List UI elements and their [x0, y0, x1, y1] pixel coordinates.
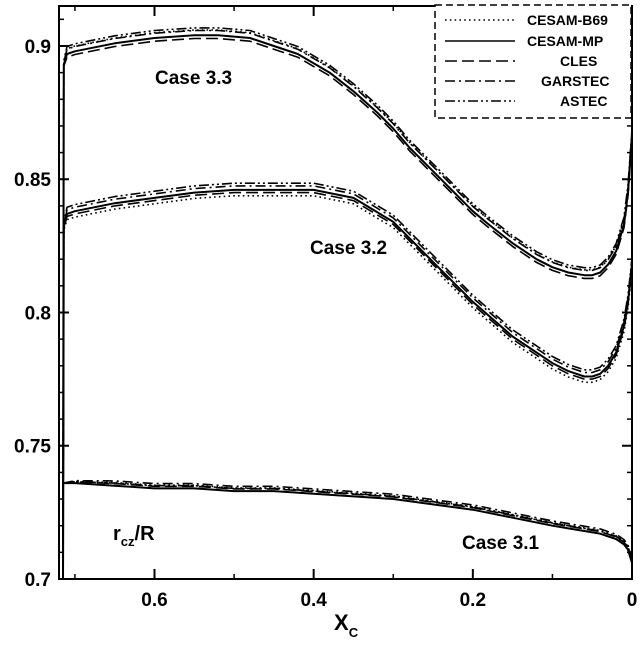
case-3-1-label: Case 3.1: [462, 533, 540, 554]
series-line-cesam-mp-case-3: [63, 482, 633, 564]
series-line-garstec-case-1: [62, 29, 633, 580]
x-axis-label: XC: [334, 610, 359, 640]
y-tick-label: 0.8: [25, 303, 51, 324]
x-tick-label: 0.6: [141, 590, 167, 611]
y-tick-label: 0.7: [25, 570, 51, 591]
legend-label-cesam-mp: CESAM-MP: [527, 33, 603, 49]
series-layer: [62, 27, 633, 580]
legend-label-astec: ASTEC: [560, 93, 607, 109]
x-tick-label: 0: [627, 590, 638, 611]
legend-label-cesam-b69: CESAM-B69: [527, 12, 608, 28]
case-3-3-label: Case 3.3: [155, 68, 232, 89]
x-tick-label: 0.4: [300, 590, 327, 611]
legend-label-garstec: GARSTEC: [541, 73, 609, 89]
y-tick-label: 0.9: [25, 37, 51, 58]
y-tick-label: 0.85: [14, 170, 51, 191]
series-line-cles-case-2: [62, 191, 633, 580]
tick-layer: 0.6 0.4 0.2 0 0.7 0.75 0.8 0.85 0.9: [14, 6, 637, 611]
series-line-cesam-b69-case-2: [62, 195, 633, 580]
y-axis-label: rcz/R: [113, 523, 155, 549]
y-tick-label: 0.75: [14, 437, 51, 458]
series-line-astec-case-2: [62, 182, 633, 580]
series-line-astec-case-3: [62, 480, 633, 561]
series-line-cesam-mp-case-1: [62, 34, 633, 580]
x-tick-label: 0.2: [460, 590, 486, 611]
series-line-cles-case-1: [62, 37, 633, 580]
series-line-cesam-mp-case-2: [62, 188, 633, 580]
legend-label-cles: CLES: [560, 53, 597, 69]
case-3-2-label: Case 3.2: [310, 238, 387, 259]
series-line-garstec-case-2: [62, 185, 633, 580]
series-line-astec-case-1: [62, 27, 633, 580]
legend: CESAM-B69 CESAM-MP CLES GARSTEC ASTEC: [434, 4, 632, 119]
